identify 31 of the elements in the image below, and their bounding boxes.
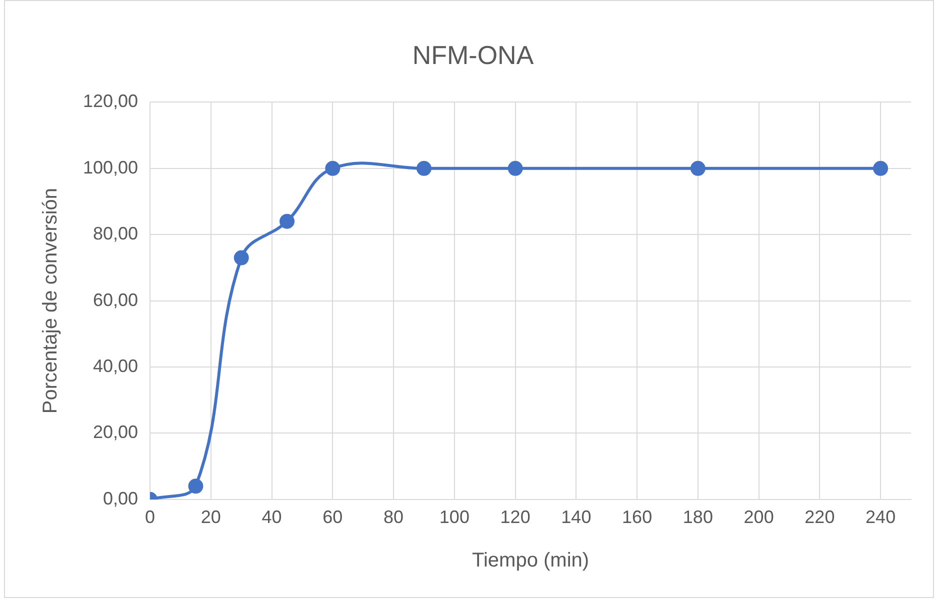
y-tick-label: 120,00 <box>82 91 138 112</box>
y-tick-label: 100,00 <box>82 157 138 178</box>
chart-title: NFM-ONA <box>412 40 534 70</box>
x-tick-label: 40 <box>262 507 282 528</box>
x-tick-label: 120 <box>500 507 530 528</box>
x-tick-label: 180 <box>682 507 713 528</box>
x-tick-label: 80 <box>384 507 404 528</box>
point <box>325 160 340 176</box>
x-axis-title: Tiempo (min) <box>472 550 590 572</box>
y-tick-label: 40,00 <box>93 356 138 376</box>
point <box>280 214 295 229</box>
x-tick-label: 100 <box>439 507 470 528</box>
x-tick-label: 60 <box>322 507 343 528</box>
y-tick-label: 60,00 <box>93 290 138 310</box>
y-tick-label: 20,00 <box>93 422 138 442</box>
point <box>416 160 432 176</box>
point <box>508 160 523 176</box>
x-tick-label: 240 <box>866 507 896 528</box>
y-tick-label: 0,00 <box>103 488 138 508</box>
x-tick-label: 220 <box>804 507 835 528</box>
x-tick-label: 0 <box>145 507 156 528</box>
y-tick-label: 80,00 <box>93 224 138 244</box>
x-tick-label: 140 <box>561 507 592 528</box>
x-tick-label: 20 <box>200 507 221 528</box>
x-tick-label: 200 <box>744 507 774 528</box>
point <box>234 250 249 266</box>
point <box>690 160 706 176</box>
x-tick-label: 160 <box>622 507 652 528</box>
point <box>873 160 888 176</box>
y-axis-title: Porcentaje de conversión <box>40 188 62 414</box>
point <box>188 478 204 494</box>
